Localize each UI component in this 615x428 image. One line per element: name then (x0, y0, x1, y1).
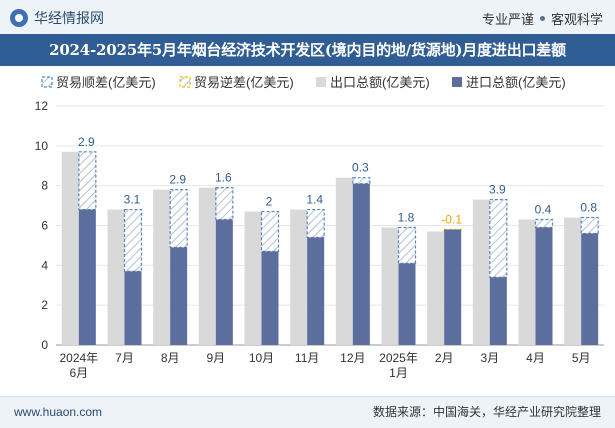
import-bar (261, 251, 279, 345)
export-bar (244, 211, 262, 345)
surplus-bar (397, 226, 417, 264)
surplus-bar (352, 177, 371, 185)
legend-swatch-3 (316, 77, 326, 87)
surplus-bar (78, 151, 97, 211)
balance-label: 0.8 (580, 201, 597, 215)
bars (61, 151, 599, 345)
slogan-left: 专业严谨 (481, 12, 534, 27)
chart-title: 2024-2025年5月年烟台经济技术开发区(境内目的地/货源地)月度进出口差额 (0, 34, 615, 66)
legend-label-1: 贸易顺差(亿美元) (56, 75, 156, 90)
x-tick-label: 10月 (249, 351, 274, 365)
x-tick-label: 11月 (295, 351, 319, 365)
import-bar (170, 247, 188, 345)
balance-label: 2 (266, 195, 273, 209)
y-tick-label: 4 (41, 258, 48, 272)
surplus-bar (306, 208, 325, 239)
surplus-bar (123, 208, 143, 272)
import-bar (78, 209, 96, 345)
export-bar (381, 227, 399, 345)
x-tick-label: 2024年 (59, 351, 98, 365)
legend-label-3: 出口总额(亿美元) (330, 75, 430, 90)
brand-name: 华经情报网 (34, 10, 104, 26)
export-bar (518, 219, 536, 345)
slogan: 专业严谨 客观科学 (482, 9, 603, 28)
website-link[interactable]: www.huaon.com (14, 405, 103, 419)
data-source: 数据来源：中国海关，华经产业研究院整理 (372, 405, 601, 419)
balance-label: 3.1 (124, 193, 141, 207)
import-bar (352, 183, 370, 345)
dot-icon (539, 16, 545, 21)
export-bar (564, 217, 582, 345)
y-tick-label: 0 (41, 338, 48, 352)
balance-label: 3.9 (489, 183, 506, 197)
export-bar (153, 189, 171, 345)
balance-label: 1.6 (215, 171, 232, 185)
grid (56, 105, 604, 346)
import-bar (307, 237, 325, 345)
balance-label: 0.3 (352, 161, 369, 175)
data-labels: 2.9 3.1 2.9 1.6 2 1.4 0.3 1.8 -0.1 3.9 0.4 0.8 (78, 135, 597, 227)
import-bar (215, 219, 233, 345)
chart: 贸易顺差(亿美元) 贸易逆差(亿美元) 出口总额(亿美元) 进口总额(亿美元) 2.9… (35, 75, 604, 380)
balance-label: 0.4 (535, 203, 552, 217)
top-bar: 华经情报网 专业严谨 客观科学 (0, 0, 615, 35)
surplus-bar (215, 187, 234, 221)
legend-swatch-4 (452, 77, 462, 87)
x-tick-label: 5月 (572, 351, 591, 365)
x-tick-label: 2025年 (379, 351, 418, 365)
y-tick-label: 8 (41, 179, 48, 193)
import-bar (444, 229, 462, 345)
surplus-bar (489, 199, 508, 278)
import-bar (398, 263, 416, 345)
x-tick-label: 4月 (526, 351, 545, 365)
x-tick-label: 12月 (340, 351, 365, 365)
slogan-right: 客观科学 (550, 12, 603, 27)
x-tick-label: 1月 (389, 366, 408, 380)
export-bar (427, 231, 445, 345)
surplus-bar (580, 216, 599, 235)
balance-label: 1.4 (306, 193, 323, 207)
export-bar (472, 199, 490, 345)
balance-label: 2.9 (169, 173, 186, 187)
legend-label-4: 进口总额(亿美元) (466, 75, 566, 90)
export-bar (198, 187, 216, 345)
export-bar (61, 151, 79, 345)
surplus-bar (534, 218, 554, 229)
export-bar (290, 209, 308, 345)
legend-swatch-1 (41, 76, 53, 88)
balance-label: 2.9 (78, 135, 95, 149)
footer: www.huaon.com 数据来源：中国海关，华经产业研究院整理 (0, 396, 615, 428)
x-tick-label: 3月 (480, 351, 499, 365)
export-bar (335, 177, 353, 345)
import-bar (489, 277, 507, 345)
logo-icon (10, 9, 28, 27)
y-tick-label: 2 (41, 298, 48, 312)
legend-label-2: 贸易逆差(亿美元) (194, 75, 294, 90)
y-tick-label: 10 (35, 139, 49, 153)
legend: 贸易顺差(亿美元) 贸易逆差(亿美元) 出口总额(亿美元) 进口总额(亿美元) (41, 75, 566, 90)
balance-label: -0.1 (441, 212, 462, 226)
x-tick-label: 8月 (161, 351, 180, 365)
import-bar (581, 233, 599, 345)
import-bar (124, 271, 142, 345)
x-tick-label: 9月 (206, 351, 225, 365)
export-bar (107, 209, 125, 345)
surplus-bar (260, 210, 280, 252)
y-tick-label: 6 (41, 219, 48, 233)
y-tick-label: 12 (35, 99, 49, 113)
x-tick-label: 7月 (115, 351, 134, 365)
legend-swatch-2 (179, 76, 191, 88)
x-tick-label: 6月 (69, 366, 88, 380)
balance-label: 1.8 (398, 210, 415, 224)
x-tick-label: 2月 (435, 351, 454, 365)
import-bar (535, 227, 553, 345)
brand: 华经情报网 (10, 8, 104, 28)
surplus-bar (169, 189, 188, 249)
